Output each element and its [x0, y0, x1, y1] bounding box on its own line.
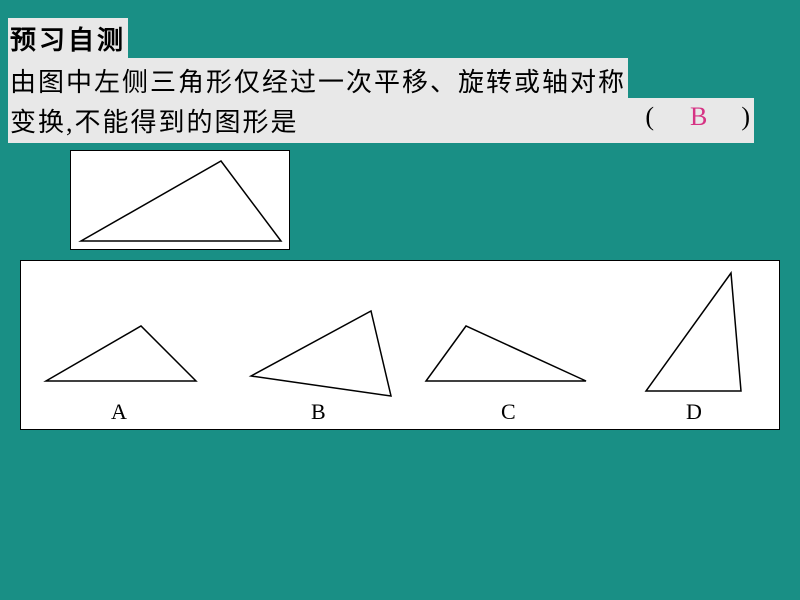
paren-close: ) [741, 102, 752, 131]
choice-label-c: C [501, 399, 516, 425]
question-line-2-text: 变换,不能得到的图形是 [10, 108, 299, 137]
section-title: 预习自测 [8, 18, 128, 59]
choice-triangle-b [251, 311, 391, 396]
answer-letter: B [690, 102, 707, 131]
choice-triangle-a [46, 326, 196, 381]
choice-label-b: B [311, 399, 326, 425]
reference-triangle-svg [71, 151, 291, 251]
reference-triangle [81, 161, 281, 241]
choices-box: A B C D [20, 260, 780, 430]
question-line-1: 由图中左侧三角形仅经过一次平移、旋转或轴对称 [8, 58, 628, 103]
reference-triangle-box [70, 150, 290, 250]
question-line-2: 变换,不能得到的图形是 ( B ) [8, 98, 754, 143]
choices-svg [21, 261, 781, 431]
paren-open: ( [645, 102, 656, 131]
choice-label-d: D [686, 399, 702, 425]
choice-triangle-d [646, 273, 741, 391]
choice-triangle-c [426, 326, 586, 381]
choice-label-a: A [111, 399, 127, 425]
